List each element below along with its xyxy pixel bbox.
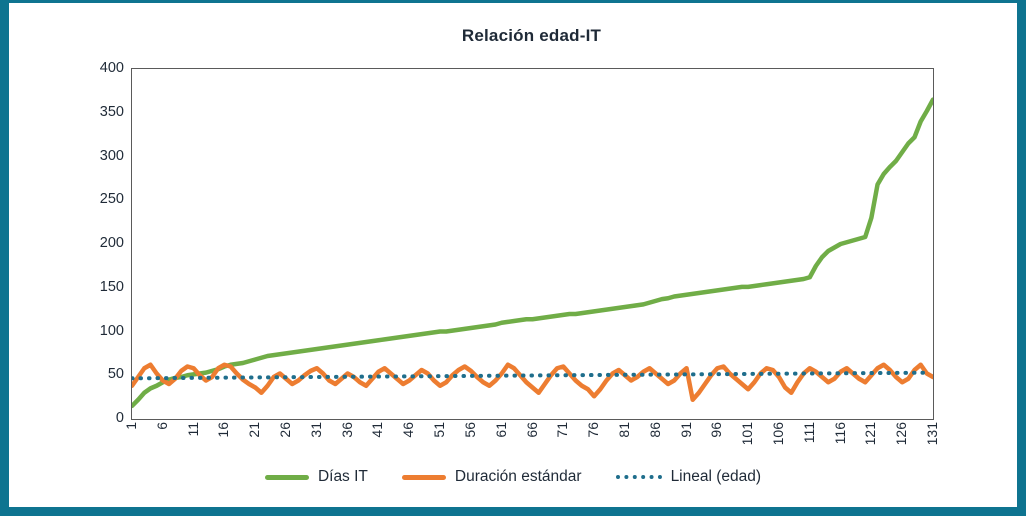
- y-axis-tick-label: 300: [99, 147, 124, 164]
- legend-item[interactable]: Lineal (edad): [615, 468, 762, 486]
- legend-swatch-icon: [401, 474, 446, 480]
- y-axis-tick-label: 0: [115, 410, 124, 426]
- figure-border-top: [0, 0, 1026, 3]
- plot-area: [131, 68, 934, 420]
- x-axis-tick-label: 41: [369, 422, 386, 438]
- plot-svg: [132, 97, 933, 409]
- x-axis-tick-label: 21: [246, 422, 263, 438]
- x-axis-tick-label: 31: [307, 422, 324, 438]
- x-axis-tick-label: 86: [646, 422, 663, 438]
- x-axis-tick-label: 111: [800, 422, 817, 444]
- x-axis-tick-label: 71: [554, 422, 571, 438]
- x-axis-tick-label: 66: [523, 422, 540, 438]
- x-axis-tick-label: 16: [215, 422, 232, 438]
- figure-border-left: [0, 0, 9, 516]
- figure-border-bottom: [0, 507, 1026, 516]
- y-axis-tick-label: 150: [99, 278, 124, 295]
- y-axis-tick-label: 400: [99, 60, 124, 76]
- legend-item[interactable]: Días IT: [264, 468, 368, 486]
- x-axis: 1 6 11 16 21 26 31 36 41 46 51 56 61 66 71 76 81 86 91 96 10…: [123, 422, 940, 468]
- y-axis: 0 50 100 150 200 250 300 350 400: [70, 60, 124, 426]
- x-axis-tick-label: 11: [184, 422, 201, 437]
- x-axis-tick-label: 131: [924, 422, 940, 446]
- x-axis-tick-label: 76: [585, 422, 602, 438]
- x-axis-tick-label: 51: [431, 422, 448, 438]
- chart-title: Relación edad-IT: [461, 26, 602, 45]
- x-axis-tick-label: 96: [708, 422, 725, 438]
- x-axis-tick-label: 36: [338, 422, 355, 438]
- y-axis-tick-label: 250: [99, 191, 124, 208]
- x-axis-tick-label: 56: [461, 422, 478, 438]
- x-axis-tick-label: 116: [831, 422, 848, 445]
- x-axis-tick-label: 1: [123, 422, 139, 430]
- legend-label: Días IT: [317, 468, 368, 485]
- x-axis-tick-label: 101: [739, 422, 756, 446]
- y-axis-tick-label: 200: [99, 235, 124, 251]
- y-axis-tick-label: 100: [99, 322, 124, 339]
- x-axis-tick-label: 81: [615, 422, 632, 438]
- y-axis-tick-label: 50: [107, 366, 124, 383]
- legend-label: Lineal (edad): [670, 468, 762, 485]
- x-axis-tick-label: 91: [677, 422, 694, 438]
- chart-legend: Días IT Duración estándar Lineal (edad): [0, 468, 1026, 486]
- legend-item[interactable]: Duración estándar: [401, 468, 582, 486]
- x-axis-tick-label: 6: [153, 422, 170, 430]
- legend-swatch-icon: [615, 475, 662, 479]
- x-axis-tick-label: 46: [400, 422, 417, 438]
- legend-swatch-icon: [264, 474, 309, 480]
- x-axis-tick-label: 61: [492, 422, 509, 438]
- legend-label: Duración estándar: [454, 468, 582, 485]
- x-axis-tick-label: 121: [862, 422, 879, 446]
- series-line: [132, 370, 929, 381]
- figure-border-right: [1017, 0, 1026, 516]
- x-axis-tick-label: 106: [769, 422, 786, 446]
- x-axis-tick-label: 26: [277, 422, 294, 438]
- y-axis-tick-label: 350: [99, 103, 124, 120]
- series-line: [132, 97, 933, 409]
- series-line: [132, 362, 933, 402]
- x-axis-tick-label: 126: [893, 422, 910, 446]
